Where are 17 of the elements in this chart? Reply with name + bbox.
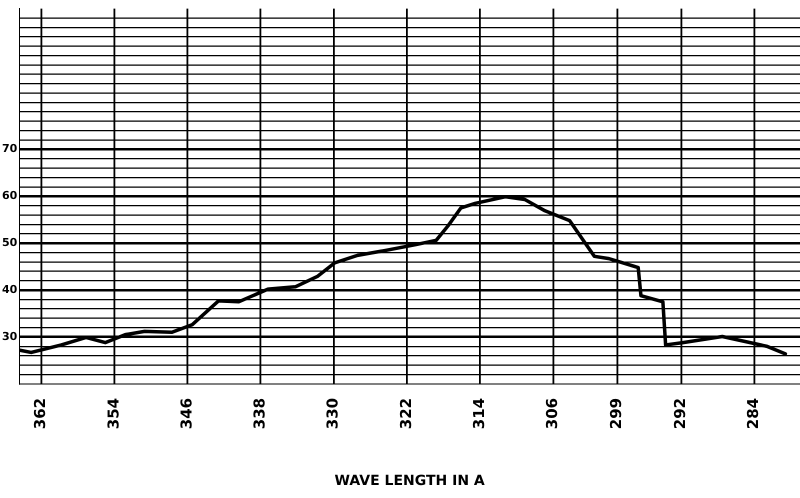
x-tick-label: 314 (470, 398, 488, 430)
x-tick-label: 330 (324, 398, 342, 430)
y-tick-label: 30 (2, 330, 18, 343)
y-tick-label: 60 (2, 189, 18, 202)
x-tick-label: 322 (396, 398, 415, 430)
x-tick-label: 338 (250, 398, 269, 430)
x-tick-label: 299 (607, 398, 626, 430)
y-tick-label: 40 (2, 282, 18, 296)
y-tick-label: 50 (2, 236, 18, 250)
x-tick-label: 354 (104, 398, 122, 430)
x-axis-title: WAVE LENGTH IN A (334, 473, 485, 490)
x-tick-label: 284 (744, 398, 762, 430)
x-tick-label: 362 (31, 398, 50, 430)
x-tick-label: 292 (671, 398, 690, 430)
x-tick-label: 306 (543, 398, 562, 430)
y-tick-label: 70 (2, 142, 18, 156)
x-tick-label: 346 (177, 398, 196, 430)
